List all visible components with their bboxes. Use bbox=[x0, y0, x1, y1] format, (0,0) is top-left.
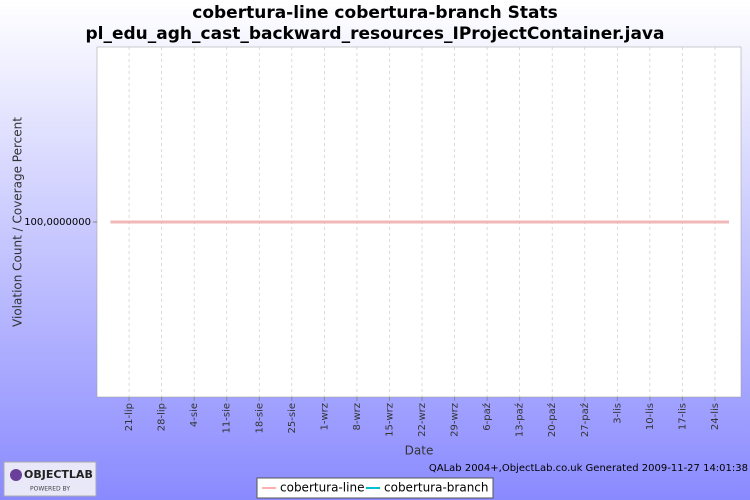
x-tick-label: 3-lis bbox=[612, 403, 623, 424]
legend-label: cobertura-branch bbox=[384, 481, 489, 495]
x-tick-label: 13-paź bbox=[514, 403, 526, 437]
x-tick-label: 29-wrz bbox=[450, 403, 461, 437]
x-tick-label: 4-sie bbox=[189, 403, 200, 427]
x-tick-label: 6-paź bbox=[481, 403, 493, 431]
logo: OBJECTLAB POWERED BY bbox=[3, 461, 97, 497]
x-tick-label: 10-lis bbox=[645, 403, 656, 430]
x-tick-label: 8-wrz bbox=[352, 403, 363, 431]
logo-icon bbox=[10, 469, 22, 481]
x-tick-label: 27-paź bbox=[579, 403, 591, 437]
footer: QALab 2004+,ObjectLab.co.uk Generated 20… bbox=[429, 463, 748, 474]
x-tick-label: 17-lis bbox=[677, 403, 688, 430]
chart-subtitle: pl_edu_agh_cast_backward_resources_IProj… bbox=[85, 24, 664, 44]
y-tick-label: 100,0000000 bbox=[24, 217, 91, 228]
x-tick-label: 20-paź bbox=[546, 403, 558, 437]
x-tick-label: 24-lis bbox=[710, 403, 721, 430]
chart-title: cobertura-line cobertura-branch Stats bbox=[192, 3, 557, 23]
x-tick-label: 11-sie bbox=[222, 403, 233, 433]
y-axis-label: Violation Count / Coverage Percent bbox=[11, 117, 25, 327]
logo-name: OBJECTLAB bbox=[24, 468, 93, 481]
x-tick-label: 15-wrz bbox=[384, 403, 395, 437]
x-tick-label: 25-sie bbox=[287, 403, 298, 433]
x-tick-label: 21-lip bbox=[124, 403, 135, 431]
logo-tagline: POWERED BY bbox=[30, 486, 70, 493]
x-tick-label: 1-wrz bbox=[319, 403, 330, 431]
x-tick-label: 28-lip bbox=[157, 403, 168, 431]
legend-label: cobertura-line bbox=[280, 481, 364, 495]
x-axis-label: Date bbox=[405, 444, 434, 458]
x-tick-label: 22-wrz bbox=[417, 403, 428, 437]
x-tick-label: 18-sie bbox=[254, 403, 265, 433]
